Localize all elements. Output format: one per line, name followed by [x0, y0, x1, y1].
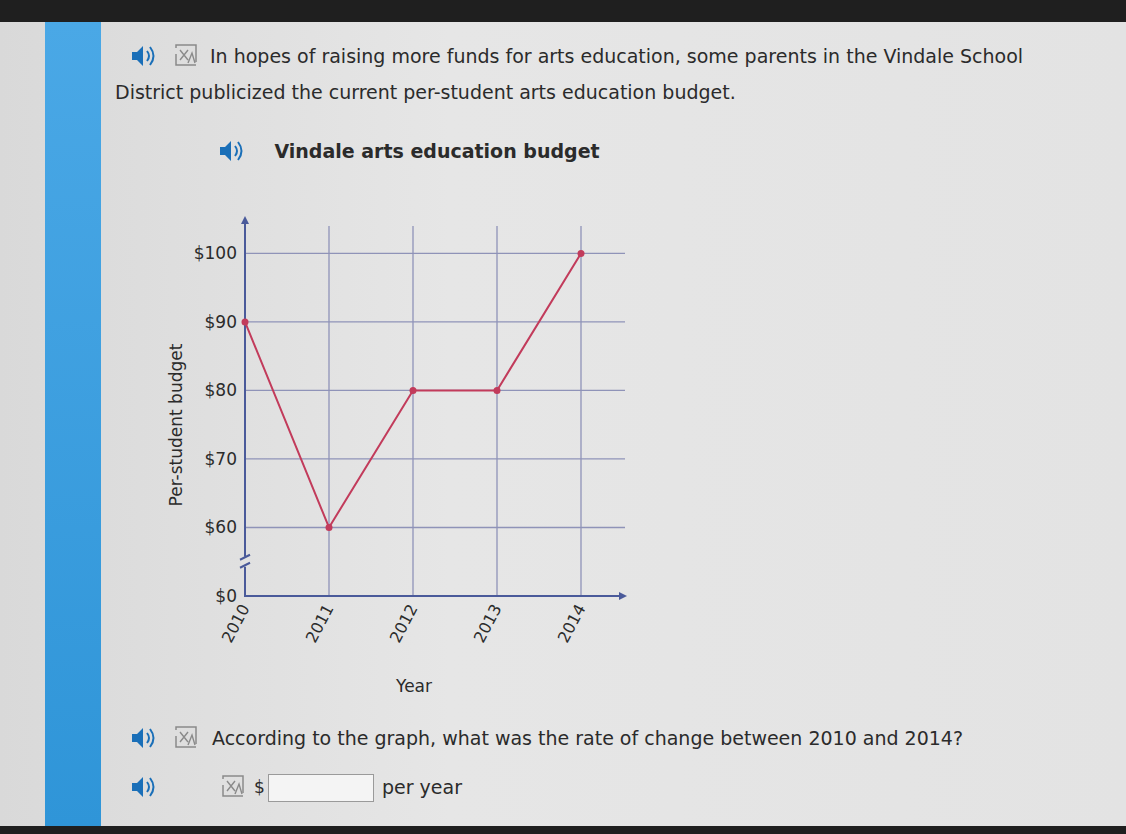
y-tick-label: $80	[205, 380, 237, 400]
grid-line	[245, 527, 625, 528]
y-tick-label: $70	[205, 449, 237, 469]
grid-line-x	[580, 226, 581, 596]
y-tick-label: $60	[205, 517, 237, 537]
y-tick	[244, 526, 246, 528]
speaker-icon	[132, 46, 154, 66]
data-point	[326, 524, 333, 531]
data-point	[494, 387, 501, 394]
speaker-waves	[147, 47, 154, 65]
chart: Vindale arts education budget $0 $60 $70 $80…	[0, 0, 1126, 834]
y-tick-label: $100	[194, 243, 237, 263]
data-point	[578, 250, 585, 257]
grid-line	[245, 253, 625, 254]
speaker-body	[132, 46, 143, 66]
answer-input[interactable]	[268, 774, 374, 802]
y-tick	[244, 252, 246, 254]
speaker-body	[220, 141, 231, 161]
translate-frame	[176, 45, 196, 65]
grid-line-x	[412, 226, 413, 596]
y-tick	[244, 389, 246, 391]
x-axis	[245, 595, 621, 597]
axis-break	[240, 555, 250, 568]
side-stripe	[45, 22, 101, 826]
x-tick-label: 2011	[302, 601, 338, 646]
y-tick	[244, 458, 246, 460]
speaker-waves	[235, 142, 242, 160]
x-tick-label: 2014	[554, 601, 590, 646]
data-point	[242, 318, 249, 325]
speaker-waves	[147, 729, 154, 747]
x-tick-label: 2010	[218, 601, 254, 646]
data-line	[245, 253, 581, 527]
speaker-icon	[132, 728, 154, 748]
data-point	[410, 387, 417, 394]
x-axis-label: Year	[395, 676, 432, 696]
answer-prefix: $	[254, 769, 265, 805]
speaker-waves	[147, 778, 154, 796]
speaker-body	[132, 728, 143, 748]
translate-frame	[223, 776, 243, 796]
chart-title: Vindale arts education budget	[274, 140, 599, 162]
question-text: According to the graph, what was the rat…	[212, 720, 963, 756]
x-tick-label: 2012	[386, 601, 422, 646]
translate-icon	[223, 776, 243, 796]
grid-line	[245, 321, 625, 322]
answer-suffix: per year	[382, 769, 462, 805]
y-tick-label: $0	[215, 586, 237, 606]
translate-glyph	[180, 732, 195, 745]
speaker-body	[132, 777, 143, 797]
translate-icon	[176, 45, 196, 65]
translate-glyph	[227, 781, 242, 794]
y-axis	[244, 222, 246, 596]
x-tick-label: 2013	[470, 601, 506, 646]
translate-icon	[176, 727, 196, 747]
translate-frame	[176, 727, 196, 747]
y-axis-arrow	[241, 216, 249, 224]
translate-glyph	[180, 50, 195, 63]
grid-line-x	[496, 226, 497, 596]
grid-line-x	[328, 226, 329, 596]
speaker-icon	[132, 777, 154, 797]
x-axis-arrow	[619, 592, 627, 600]
y-axis-label: Per-student budget	[166, 343, 186, 506]
speaker-icon	[220, 141, 242, 161]
intro-text: In hopes of raising more funds for arts …	[115, 38, 1030, 110]
y-tick-label: $90	[205, 312, 237, 332]
data-group	[242, 250, 585, 531]
y-tick	[244, 595, 246, 597]
